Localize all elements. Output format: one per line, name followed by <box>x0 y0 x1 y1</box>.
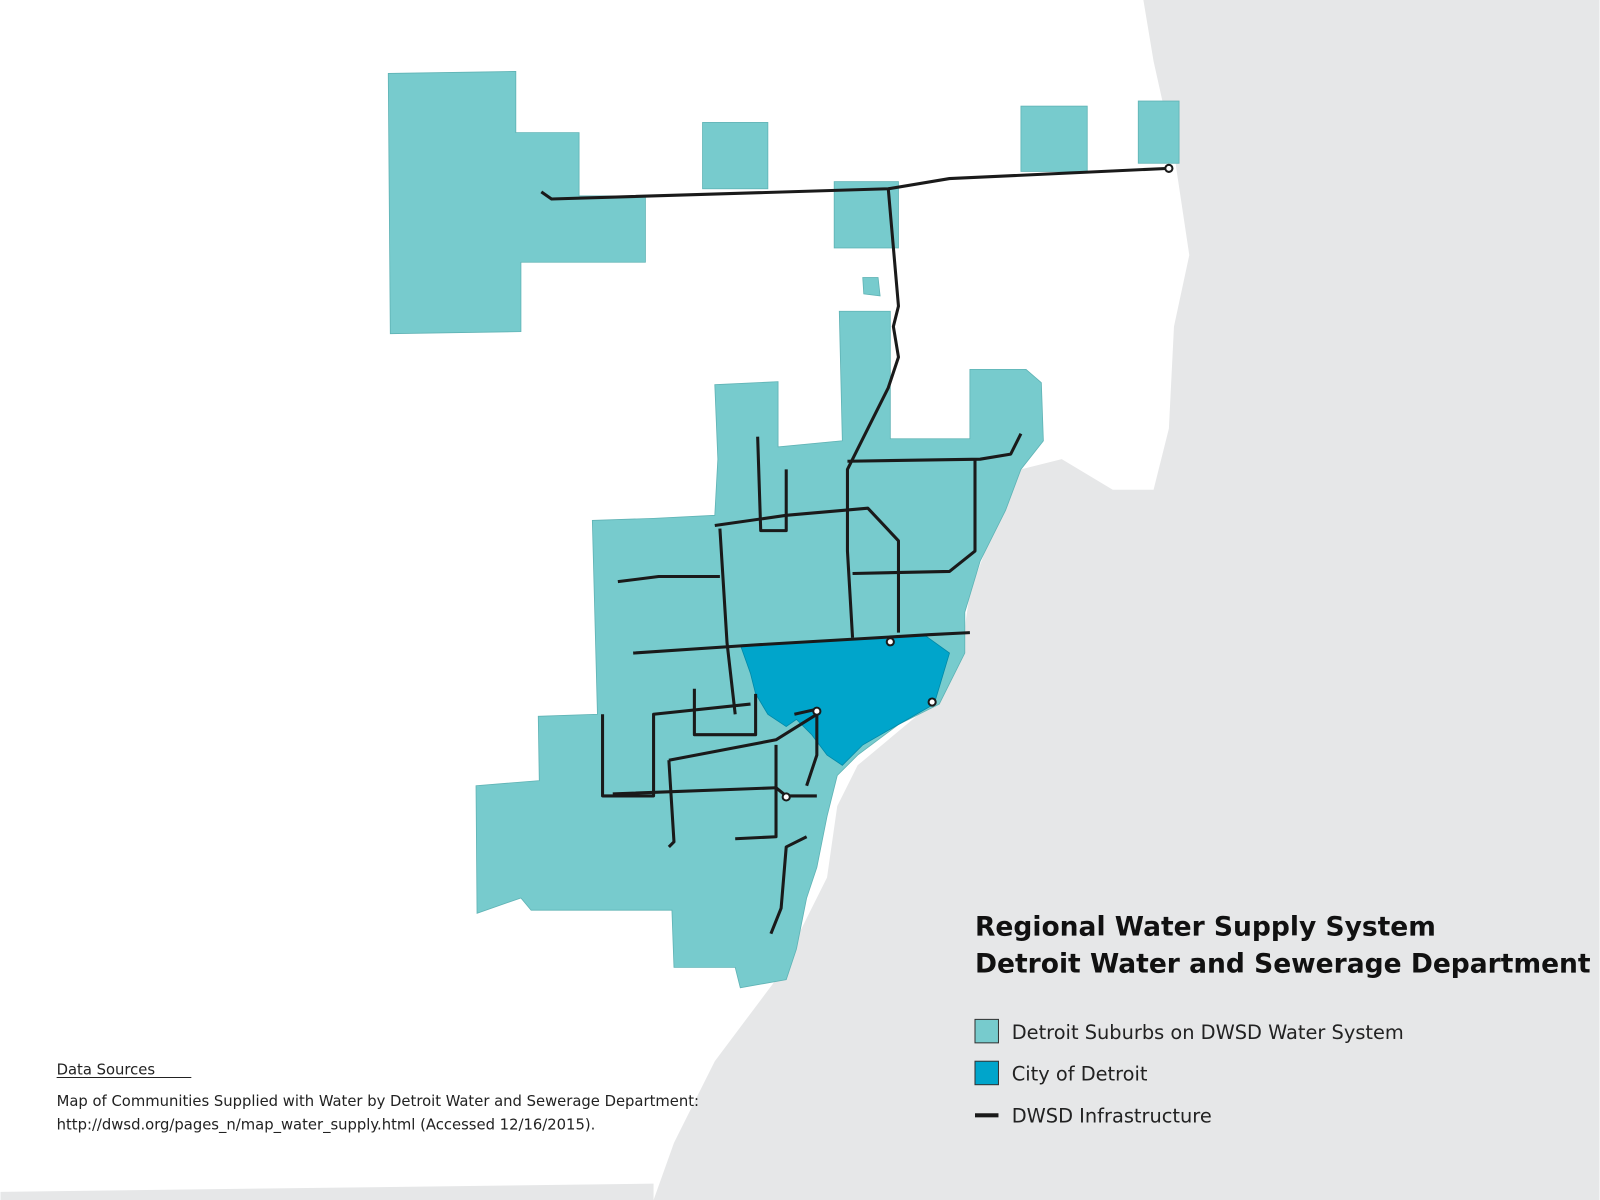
pipe <box>692 688 758 737</box>
suburb-area <box>1020 105 1088 172</box>
water <box>653 0 1600 1200</box>
legend-label: City of Detroit <box>1012 1063 1148 1086</box>
pipe <box>735 744 778 841</box>
map-title: Regional Water Supply System <box>975 912 1436 943</box>
pipe <box>668 712 818 762</box>
pipe <box>794 707 819 787</box>
pipe-node <box>927 697 937 707</box>
pipe <box>718 528 737 715</box>
pipe <box>847 432 1023 463</box>
water-edge <box>0 1183 654 1200</box>
sources-heading: Data Sources <box>57 1061 155 1078</box>
detroit-area <box>739 634 950 766</box>
sources-text: Map of Communities Supplied with Water b… <box>57 1093 699 1110</box>
pipe <box>845 188 900 638</box>
pipe <box>667 760 676 849</box>
pipe-node <box>781 792 791 802</box>
suburb-area <box>1137 100 1180 164</box>
infrastructure <box>540 163 1174 935</box>
suburb-area <box>702 122 769 190</box>
pipe-node <box>812 706 822 716</box>
legend-label: Detroit Suburbs on DWSD Water System <box>1012 1021 1404 1044</box>
pipe <box>769 835 808 935</box>
suburb-area <box>862 277 881 297</box>
pipe-node <box>885 637 895 647</box>
pipe-node <box>1164 163 1174 173</box>
legend-swatch <box>974 1060 999 1086</box>
pipe <box>601 702 751 798</box>
legend-swatch <box>974 1018 999 1044</box>
pipe <box>633 631 970 655</box>
pipe <box>852 459 977 575</box>
pipe <box>756 436 788 533</box>
pipe <box>612 786 817 798</box>
sources-text: http://dwsd.org/pages_n/map_water_supply… <box>57 1117 596 1134</box>
legend-label: DWSD Infrastructure <box>1012 1104 1212 1127</box>
legend-swatch <box>975 1113 999 1118</box>
pipe <box>617 575 720 584</box>
map-subtitle: Detroit Water and Sewerage Department <box>975 948 1591 979</box>
